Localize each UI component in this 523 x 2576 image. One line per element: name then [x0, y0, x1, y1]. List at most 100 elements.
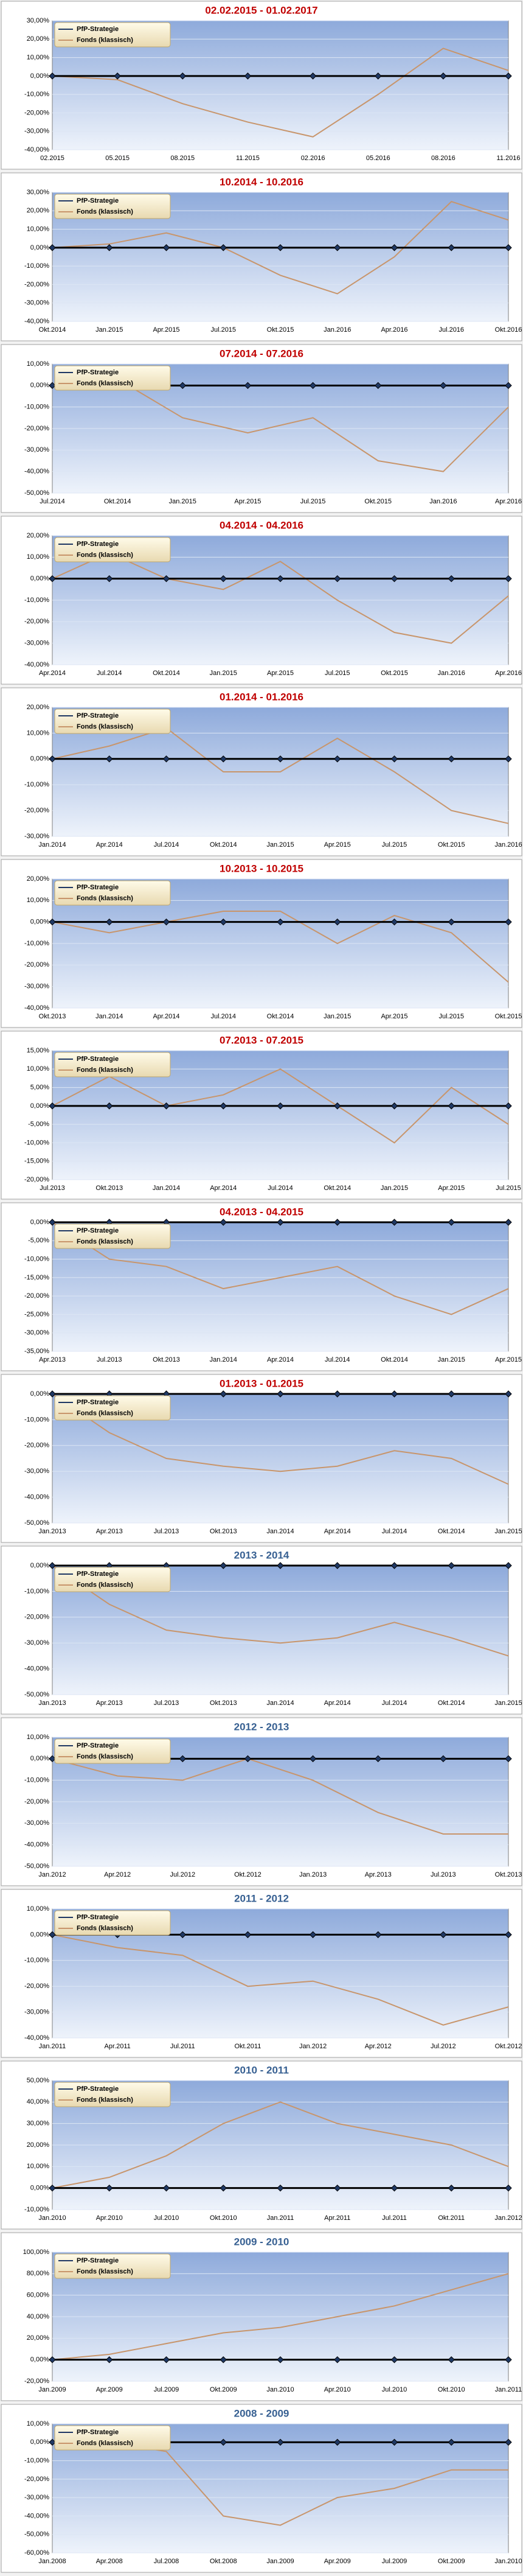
chart-panel: 01.2014 - 01.2016 20,00% 10,00% 0,00% -10,00…: [1, 687, 522, 856]
y-tick-label: -50,00%: [24, 1691, 49, 1698]
y-tick-label: -10,00%: [24, 404, 49, 411]
fund-line: [52, 1565, 509, 1657]
benchmark-marker: [49, 1219, 56, 1226]
y-tick-label: 60,00%: [27, 2292, 50, 2299]
benchmark-marker: [505, 918, 512, 926]
legend-box: [54, 709, 171, 734]
x-tick-label: Jul.2015: [496, 1185, 521, 1192]
chart-title: 2011 - 2012: [234, 1892, 289, 1904]
x-tick-label: Jan.2009: [266, 2558, 294, 2565]
x-tick-label: Apr.2008: [96, 2558, 123, 2565]
y-tick-label: -10,00%: [24, 597, 49, 604]
y-tick-label: 20,00%: [27, 875, 50, 883]
legend-label: PfP-Strategie: [77, 2429, 119, 2436]
y-tick-label: -20,00%: [24, 2378, 49, 2385]
y-tick-label: -60,00%: [24, 2549, 49, 2557]
fund-line: [52, 1758, 508, 1835]
legend-box: [54, 537, 171, 562]
y-tick-label: -10,00%: [24, 2457, 49, 2464]
x-tick-label: Jan.2015: [266, 841, 294, 849]
x-tick-label: 08.2016: [431, 155, 455, 162]
x-tick-label: Jan.2010: [266, 2386, 294, 2393]
x-tick-label: Apr.2012: [365, 2043, 392, 2050]
benchmark-marker: [334, 2438, 341, 2446]
y-tick-label: -30,00%: [24, 983, 49, 990]
x-tick-label: Jul.2013: [154, 1528, 179, 1535]
benchmark-marker: [334, 244, 341, 251]
y-tick-label: -10,00%: [24, 940, 49, 947]
legend-box: [54, 194, 171, 219]
benchmark-marker: [220, 1219, 227, 1226]
y-tick-label: 0,00%: [30, 1219, 49, 1226]
x-tick-label: Jan.2012: [38, 1871, 66, 1878]
benchmark-marker: [220, 2356, 227, 2364]
benchmark-marker: [334, 1102, 341, 1110]
benchmark-marker: [448, 1102, 455, 1110]
benchmark-marker: [390, 575, 398, 583]
benchmark-marker: [448, 2438, 455, 2446]
x-tick-label: Apr.2015: [495, 1356, 522, 1363]
y-tick-label: -40,00%: [24, 2512, 49, 2519]
x-tick-label: Okt.2014: [381, 1356, 408, 1363]
benchmark-marker: [505, 575, 512, 583]
y-tick-label: 20,00%: [27, 532, 50, 539]
benchmark-marker: [309, 382, 317, 390]
x-tick-label: Jan.2015: [210, 670, 237, 677]
x-tick-label: Jan.2011: [39, 2043, 66, 2050]
x-tick-label: Okt.2008: [210, 2558, 237, 2565]
x-tick-label: Apr.2014: [39, 670, 66, 677]
x-tick-label: Okt.2014: [438, 1699, 465, 1707]
y-tick-label: 10,00%: [27, 2420, 50, 2427]
y-tick-label: 0,00%: [30, 2438, 49, 2446]
x-tick-label: Jul.2009: [382, 2558, 407, 2565]
y-tick-label: -40,00%: [24, 1494, 49, 1501]
x-tick-label: Okt.2012: [234, 1871, 262, 1878]
x-tick-label: Apr.2009: [96, 2386, 123, 2393]
benchmark-marker: [277, 575, 284, 583]
legend-label: Fonds (klassisch): [77, 1238, 133, 1245]
x-tick-label: Jan.2013: [38, 1528, 66, 1535]
y-tick-label: -10,00%: [24, 262, 49, 270]
y-tick-label: -20,00%: [24, 425, 49, 432]
benchmark-marker: [448, 575, 455, 583]
x-tick-label: Jul.2014: [382, 1699, 407, 1707]
y-tick-label: 50,00%: [27, 2077, 50, 2084]
y-tick-label: -15,00%: [24, 1158, 49, 1165]
x-tick-label: Apr.2012: [104, 1871, 131, 1878]
x-tick-label: Apr.2013: [96, 1699, 123, 1707]
x-tick-label: Jan.2010: [494, 2558, 522, 2565]
x-tick-label: Apr.2013: [39, 1356, 66, 1363]
benchmark-marker: [179, 1755, 186, 1763]
benchmark-marker: [334, 1562, 341, 1569]
x-tick-label: Okt.2015: [381, 670, 408, 677]
y-tick-label: 10,00%: [27, 54, 50, 61]
legend-label: PfP-Strategie: [77, 26, 119, 33]
y-tick-label: 20,00%: [27, 704, 50, 711]
benchmark-marker: [390, 1219, 398, 1226]
benchmark-marker: [49, 1755, 56, 1763]
y-tick-label: -15,00%: [24, 1274, 49, 1281]
x-tick-label: Apr.2015: [153, 326, 179, 334]
chart-panel: 2012 - 2013 10,00% 0,00% -10,00% -20,00% -30,…: [1, 1717, 522, 1886]
x-tick-label: Jan.2016: [494, 841, 522, 849]
y-tick-label: -10,00%: [24, 1587, 49, 1595]
x-tick-label: Okt.2014: [438, 1528, 465, 1535]
x-tick-label: Jan.2016: [438, 670, 465, 677]
legend-label: Fonds (klassisch): [77, 2096, 133, 2104]
x-tick-label: Apr.2014: [153, 1013, 179, 1020]
benchmark-marker: [220, 575, 227, 583]
x-tick-label: Jan.2014: [95, 1013, 123, 1020]
x-tick-label: Okt.2014: [324, 1185, 351, 1192]
benchmark-marker: [49, 575, 56, 583]
benchmark-marker: [49, 244, 56, 251]
benchmark-marker: [334, 918, 341, 926]
fund-line: [52, 2101, 509, 2189]
y-tick-label: 10,00%: [27, 897, 50, 904]
x-tick-label: 02.2015: [40, 155, 64, 162]
benchmark-marker: [179, 382, 186, 390]
benchmark-marker: [49, 918, 56, 926]
benchmark-marker: [220, 244, 227, 251]
y-tick-label: -20,00%: [24, 2476, 49, 2483]
x-tick-label: Apr.2010: [324, 2386, 351, 2393]
x-tick-label: Jul.2011: [382, 2214, 407, 2222]
